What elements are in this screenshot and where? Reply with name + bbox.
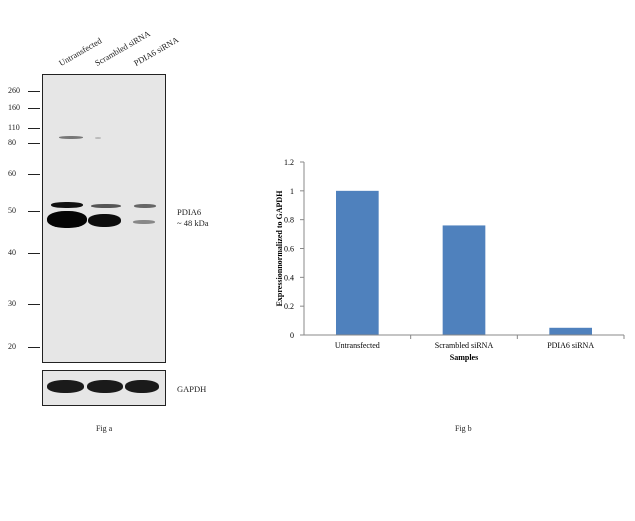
mw-marker-40: 40	[8, 248, 16, 257]
mw-marker-60: 60	[8, 169, 16, 178]
x-tick-label: Scrambled siRNA	[435, 341, 494, 350]
band-pdia6-lane2	[88, 214, 121, 227]
x-tick-label: PDIA6 siRNA	[547, 341, 594, 350]
y-tick-label: 1	[290, 187, 294, 196]
band-high-mw-faint	[95, 137, 101, 139]
band-size-label: ~ 48 kDa	[177, 218, 209, 228]
mw-tick	[28, 108, 40, 109]
mw-marker-20: 20	[8, 342, 16, 351]
mw-tick	[28, 143, 40, 144]
mw-tick	[28, 128, 40, 129]
band-pdia6-upper-lane3	[134, 204, 156, 208]
mw-marker-110: 110	[8, 123, 20, 132]
x-axis-label: Samples	[450, 353, 478, 362]
band-pdia6-lane1	[47, 211, 87, 228]
band-pdia6-upper-lane2	[91, 204, 121, 208]
bar-untransfected	[336, 190, 379, 335]
mw-marker-50: 50	[8, 206, 16, 215]
bar-chart: 0 0.2 0.4 0.6 0.8 1 1.2 Untransfected Scrambled…	[275, 158, 625, 362]
mw-tick	[28, 174, 40, 175]
y-tick-label: 1.2	[284, 158, 294, 167]
blot-main-panel	[42, 74, 166, 363]
mw-tick	[28, 211, 40, 212]
gapdh-label: GAPDH	[177, 384, 207, 394]
band-label-pdia6: PDIA6	[177, 207, 202, 217]
figure-a-caption: Fig a	[96, 424, 113, 433]
y-tick-label: 0.2	[284, 302, 294, 311]
band-gapdh-lane1	[47, 380, 84, 393]
mw-tick	[28, 304, 40, 305]
bar-pdia6-sirna	[549, 327, 592, 335]
x-tick-label: Untransfected	[335, 341, 380, 350]
mw-marker-80: 80	[8, 138, 16, 147]
y-tick-label: 0.4	[284, 273, 294, 282]
band-pdia6-lane3	[133, 220, 155, 224]
mw-tick	[28, 347, 40, 348]
band-pdia6-upper-lane1	[51, 202, 83, 208]
mw-tick	[28, 253, 40, 254]
band-gapdh-lane3	[125, 380, 159, 393]
blot-gapdh-panel	[42, 370, 166, 406]
y-axis-label: Expressionnormalized to GAPDH	[275, 190, 284, 307]
mw-marker-260: 260	[8, 86, 20, 95]
mw-marker-30: 30	[8, 299, 16, 308]
y-tick-label: 0.6	[284, 245, 294, 254]
band-high-mw	[59, 136, 83, 139]
band-gapdh-lane2	[87, 380, 123, 393]
bar-scrambled-sirna	[442, 225, 486, 335]
figure-b-caption: Fig b	[455, 424, 472, 433]
mw-marker-160: 160	[8, 103, 20, 112]
mw-tick	[28, 91, 40, 92]
y-tick-label: 0.8	[284, 216, 294, 225]
y-tick-label: 0	[290, 331, 294, 340]
